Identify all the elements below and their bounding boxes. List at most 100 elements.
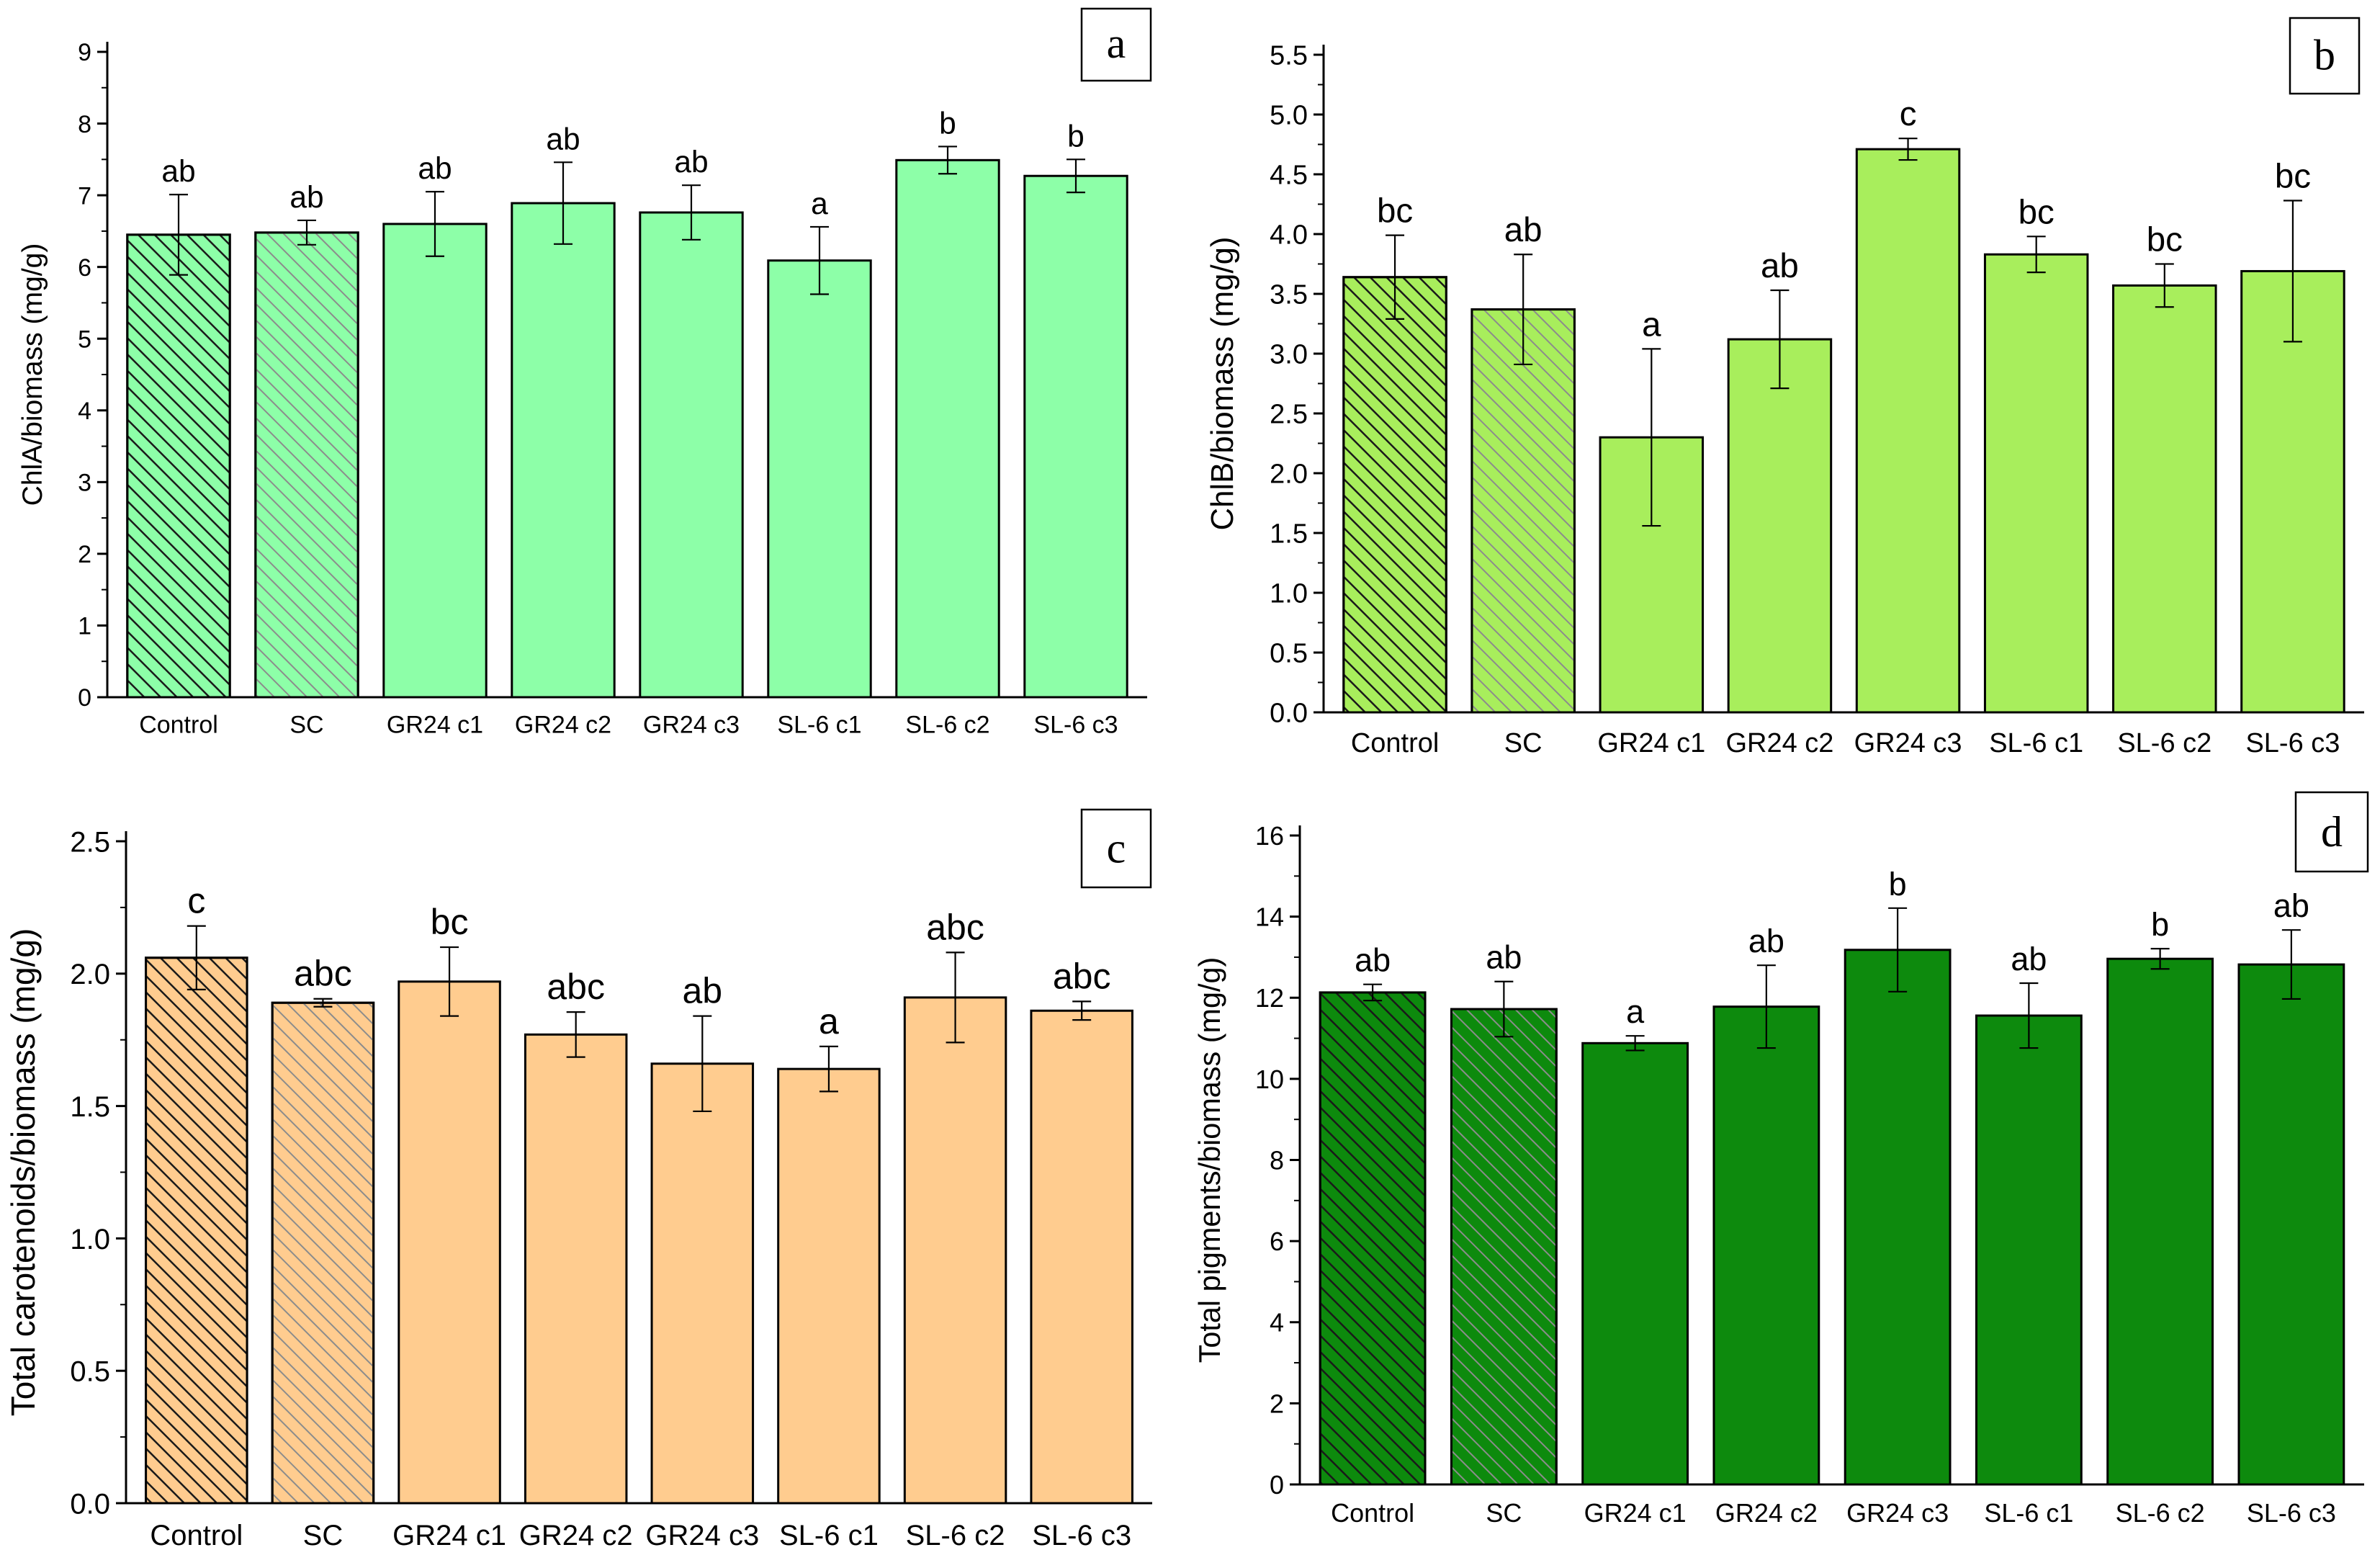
bar [777, 1067, 881, 1505]
y-tick-label: 1.5 [70, 1091, 110, 1123]
x-tick-label: GR24 c3 [1854, 728, 1962, 758]
significance-letter: ab [1748, 923, 1784, 959]
significance-letter: ab [289, 181, 323, 215]
x-tick-label: GR24 c2 [515, 711, 611, 738]
bar [524, 1033, 628, 1505]
x-tick-label: SL-6 c1 [779, 1520, 879, 1551]
significance-letter: bc [431, 902, 469, 942]
x-tick-label: SL-6 c2 [2117, 728, 2211, 758]
panel-tag-box-b [2289, 17, 2361, 95]
y-axis-label-c: Total carotenoids/biomass (mg/g) [4, 928, 42, 1417]
chart-panel-a: ChlA/biomass (mg/g) abControlabSCabGR24 … [17, 7, 1152, 738]
y-tick-label: 0.0 [70, 1488, 110, 1520]
bar [1727, 338, 1833, 714]
bar-hatch [1470, 308, 1576, 714]
significance-letter: b [1889, 866, 1907, 902]
x-tick-label: GR24 c1 [1597, 728, 1705, 758]
y-tick-label: 8 [1270, 1145, 1284, 1175]
x-tick-label: SL-6 c1 [1984, 1498, 2073, 1528]
significance-letter: b [939, 107, 956, 140]
bar-hatch [145, 957, 248, 1505]
bar [903, 996, 1007, 1505]
y-tick-label: 14 [1255, 902, 1284, 932]
bar [1975, 1014, 2083, 1486]
significance-letter: bc [2275, 158, 2311, 196]
y-tick-label: 4 [1270, 1308, 1284, 1338]
y-tick-label: 3 [78, 470, 91, 497]
significance-letter: ab [674, 145, 708, 179]
significance-letter: ab [1761, 247, 1799, 285]
panel-tag-a: a [1080, 7, 1152, 82]
panel-tag-c: c [1080, 808, 1152, 889]
significance-letter: ab [1504, 211, 1542, 249]
x-tick-label: GR24 c1 [392, 1520, 506, 1551]
significance-letter: c [1900, 95, 1917, 133]
x-tick-label: Control [1351, 728, 1440, 758]
x-tick-label: SL-6 c3 [1033, 711, 1118, 738]
y-tick-label: 2.5 [70, 826, 110, 858]
bar-hatch [126, 233, 231, 699]
y-tick-label: 3.5 [1270, 280, 1308, 310]
bar-hatch [1450, 1008, 1558, 1486]
bar [895, 158, 1000, 699]
bar [2106, 957, 2214, 1486]
x-tick-label: GR24 c1 [1584, 1498, 1687, 1528]
y-tick-label: 4 [78, 398, 91, 425]
bar [2112, 284, 2217, 714]
panel-letter-c: c [1107, 824, 1126, 872]
y-tick-label: 2.0 [1270, 460, 1308, 490]
bar [1030, 1009, 1133, 1505]
y-tick-label: 3.0 [1270, 340, 1308, 370]
significance-letter: ab [418, 152, 452, 186]
x-tick-label: SL-6 c1 [1989, 728, 2083, 758]
x-tick-label: GR24 c1 [387, 711, 483, 738]
bar [398, 980, 501, 1505]
y-tick-label: 2 [78, 541, 91, 568]
bar [1023, 174, 1128, 699]
significance-letter: ab [2273, 887, 2309, 924]
bar [1855, 148, 1961, 714]
x-tick-label: Control [150, 1520, 243, 1551]
x-tick-label: Control [139, 711, 218, 738]
y-tick-label: 2 [1270, 1389, 1284, 1418]
y-axis-label-a: ChlA/biomass (mg/g) [17, 243, 48, 506]
significance-letter: ab [683, 971, 723, 1011]
bar [2237, 963, 2345, 1486]
significance-letter: ab [161, 155, 195, 189]
y-tick-label: 6 [1270, 1227, 1284, 1256]
y-tick-label: 9 [78, 39, 91, 66]
panel-tag-box-c [1080, 808, 1152, 889]
significance-letter: ab [1355, 942, 1391, 979]
significance-letter: a [1626, 993, 1645, 1030]
x-tick-label: SL-6 c2 [2116, 1498, 2205, 1528]
significance-letter: c [187, 881, 205, 921]
significance-letter: bc [2147, 221, 2183, 259]
bar [2240, 269, 2345, 714]
bar-hatch [1319, 991, 1427, 1486]
bar-hatch [271, 1001, 375, 1505]
y-tick-label: 8 [78, 111, 91, 138]
x-tick-label: SC [1504, 728, 1542, 758]
y-tick-label: 2.5 [1270, 400, 1308, 430]
y-tick-label: 1.5 [1270, 519, 1308, 550]
y-tick-label: 16 [1255, 821, 1284, 851]
significance-letter: ab [1486, 939, 1522, 976]
x-tick-label: GR24 c3 [645, 1520, 759, 1551]
significance-letter: b [1067, 120, 1085, 153]
x-tick-label: SL-6 c1 [777, 711, 861, 738]
bar [1983, 253, 2089, 714]
x-tick-label: Control [1331, 1498, 1414, 1528]
y-tick-label: 2.0 [70, 959, 110, 990]
bar-hatch [1342, 276, 1447, 714]
x-tick-label: GR24 c3 [643, 711, 740, 738]
panel-tag-box-a [1080, 7, 1152, 82]
significance-letter: ab [2011, 941, 2047, 977]
significance-letter: abc [547, 967, 605, 1007]
bar [382, 223, 488, 699]
panel-letter-d: d [2321, 808, 2343, 856]
y-tick-label: 5.5 [1270, 41, 1308, 71]
chart-panel-c: Total carotenoids/biomass (mg/g) c Contro… [4, 808, 1152, 1551]
significance-letter: a [1642, 305, 1661, 344]
